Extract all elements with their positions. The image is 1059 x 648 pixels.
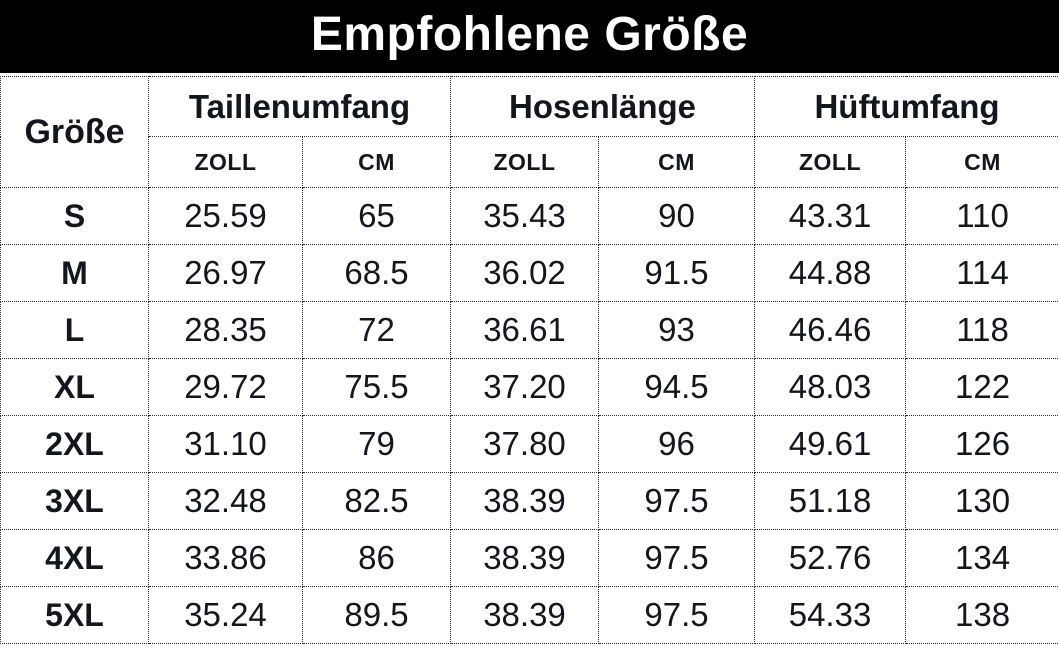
group-header-hip: Hüftumfang: [754, 76, 1059, 137]
value-cell: 38.39: [450, 586, 599, 644]
value-cell: 82.5: [302, 472, 451, 530]
value-cell: 68.5: [302, 244, 451, 302]
value-cell: 37.80: [450, 415, 599, 473]
value-cell: 36.02: [450, 244, 599, 302]
value-cell: 35.43: [450, 187, 599, 245]
size-cell: S: [0, 187, 149, 245]
unit-header-length-inch: ZOLL: [450, 136, 599, 188]
value-cell: 75.5: [302, 358, 451, 416]
table-row-l: L 28.35 72 36.61 93 46.46 118: [0, 301, 1059, 359]
value-cell: 37.20: [450, 358, 599, 416]
value-cell: 44.88: [754, 244, 907, 302]
size-cell: 3XL: [0, 472, 149, 530]
value-cell: 97.5: [597, 586, 756, 644]
value-cell: 138: [905, 586, 1059, 644]
value-cell: 48.03: [754, 358, 907, 416]
table-row-4xl: 4XL 33.86 86 38.39 97.5 52.76 134: [0, 529, 1059, 587]
value-cell: 91.5: [597, 244, 756, 302]
value-cell: 32.48: [148, 472, 303, 530]
value-cell: 122: [905, 358, 1059, 416]
col-header-size: Größe: [0, 76, 149, 188]
size-cell: M: [0, 244, 149, 302]
group-header-waist: Taillenumfang: [148, 76, 451, 137]
size-cell: L: [0, 301, 149, 359]
value-cell: 52.76: [754, 529, 907, 587]
value-cell: 33.86: [148, 529, 303, 587]
value-cell: 110: [905, 187, 1059, 245]
value-cell: 35.24: [148, 586, 303, 644]
value-cell: 86: [302, 529, 451, 587]
unit-header-waist-cm: CM: [302, 136, 451, 188]
value-cell: 43.31: [754, 187, 907, 245]
group-header-length: Hosenlänge: [449, 76, 756, 137]
value-cell: 31.10: [148, 415, 303, 473]
value-cell: 51.18: [754, 472, 907, 530]
size-chart-table: Größe Taillenumfang Hosenlänge Hüftumfan…: [0, 76, 1059, 644]
header-unit-row: ZOLL CM ZOLL CM ZOLL CM: [1, 136, 1059, 188]
unit-header-waist-inch: ZOLL: [148, 136, 303, 188]
value-cell: 93: [597, 301, 756, 359]
value-cell: 130: [905, 472, 1059, 530]
value-cell: 94.5: [597, 358, 756, 416]
table-row-3xl: 3XL 32.48 82.5 38.39 97.5 51.18 130: [0, 472, 1059, 530]
value-cell: 97.5: [597, 472, 756, 530]
value-cell: 29.72: [148, 358, 303, 416]
table-body: S 25.59 65 35.43 90 43.31 110 M 26.97 68…: [0, 187, 1059, 644]
value-cell: 36.61: [450, 301, 599, 359]
value-cell: 118: [905, 301, 1059, 359]
value-cell: 90: [597, 187, 756, 245]
value-cell: 65: [302, 187, 451, 245]
value-cell: 49.61: [754, 415, 907, 473]
table-row-xl: XL 29.72 75.5 37.20 94.5 48.03 122: [0, 358, 1059, 416]
value-cell: 25.59: [148, 187, 303, 245]
value-cell: 114: [905, 244, 1059, 302]
value-cell: 54.33: [754, 586, 907, 644]
unit-header-hip-cm: CM: [905, 136, 1059, 188]
table-row-5xl: 5XL 35.24 89.5 38.39 97.5 54.33 138: [0, 586, 1059, 644]
value-cell: 89.5: [302, 586, 451, 644]
size-cell: 2XL: [0, 415, 149, 473]
chart-title: Empfohlene Größe: [310, 7, 749, 61]
value-cell: 72: [302, 301, 451, 359]
table-row-2xl: 2XL 31.10 79 37.80 96 49.61 126: [0, 415, 1059, 473]
table-row-m: M 26.97 68.5 36.02 91.5 44.88 114: [0, 244, 1059, 302]
title-banner: Empfohlene Größe: [0, 0, 1059, 73]
size-cell: 5XL: [0, 586, 149, 644]
header-group-row: Größe Taillenumfang Hosenlänge Hüftumfan…: [0, 76, 1059, 188]
value-cell: 134: [905, 529, 1059, 587]
value-cell: 46.46: [754, 301, 907, 359]
value-cell: 96: [597, 415, 756, 473]
value-cell: 28.35: [148, 301, 303, 359]
size-cell: XL: [0, 358, 149, 416]
unit-header-hip-inch: ZOLL: [754, 136, 907, 188]
size-cell: 4XL: [0, 529, 149, 587]
value-cell: 38.39: [450, 472, 599, 530]
value-cell: 97.5: [597, 529, 756, 587]
unit-header-length-cm: CM: [597, 136, 756, 188]
table-header: Größe Taillenumfang Hosenlänge Hüftumfan…: [0, 76, 1059, 188]
value-cell: 79: [302, 415, 451, 473]
table-row-s: S 25.59 65 35.43 90 43.31 110: [0, 187, 1059, 245]
value-cell: 26.97: [148, 244, 303, 302]
value-cell: 38.39: [450, 529, 599, 587]
value-cell: 126: [905, 415, 1059, 473]
